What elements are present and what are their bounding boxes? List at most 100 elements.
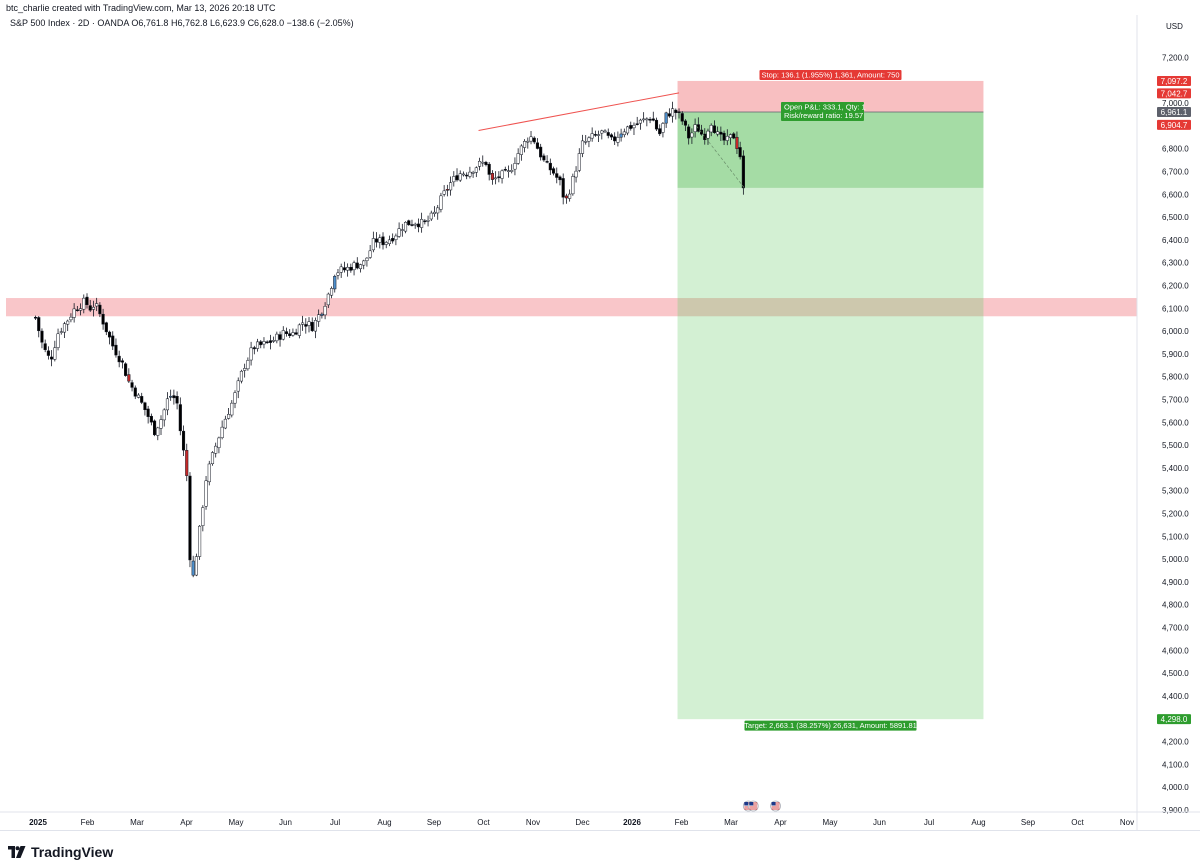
pnl-label-text: Open P&L: 333.1, Qty: 1 (784, 102, 866, 111)
candle-body (278, 334, 282, 340)
footer-bar: TradingView (0, 830, 1200, 868)
candle-body (181, 430, 186, 451)
candle-body (719, 131, 723, 135)
candle-body (207, 463, 211, 483)
candle-body (114, 344, 118, 356)
candle-body (75, 309, 79, 312)
candle-body (223, 418, 227, 429)
candle-body (133, 387, 137, 397)
time-tick-label: Oct (477, 818, 490, 827)
candle-body (365, 257, 369, 261)
candle-body (162, 409, 166, 421)
candle-body (301, 322, 305, 325)
candle-body (107, 331, 112, 338)
candle-body (98, 304, 102, 315)
candle-body (484, 161, 488, 165)
candle-body (667, 113, 671, 117)
time-tick-label: Nov (1120, 818, 1134, 827)
candle-body (706, 130, 710, 139)
candle-body (632, 124, 636, 129)
candle-body (690, 132, 694, 138)
candle-body (584, 141, 588, 143)
price-tick-label: 7,200.0 (1162, 54, 1189, 63)
candle-body (616, 137, 620, 143)
candle-body (275, 333, 279, 342)
candle-body (72, 308, 76, 318)
candle-body (735, 136, 739, 149)
candle-body (506, 170, 511, 172)
candle-body (217, 437, 221, 448)
candle-body (474, 167, 478, 173)
candle-body (82, 297, 86, 310)
candle-body (638, 119, 642, 124)
candle-body (175, 396, 179, 404)
candle-body (664, 112, 668, 124)
candle-body (130, 382, 134, 388)
candle-body (597, 134, 601, 136)
candle-body (741, 155, 745, 189)
flag-canton (744, 802, 749, 806)
candle-body (323, 306, 327, 316)
price-tick-label: 5,000.0 (1162, 555, 1189, 564)
candle-body (371, 238, 375, 251)
time-axis[interactable]: 2025 Feb Mar Apr May Jun Jul Aug Sep Oct Nov Dec 202… (0, 811, 1200, 827)
time-tick-label: Jun (873, 818, 886, 827)
candle-body (362, 260, 366, 266)
candle-body (336, 272, 340, 276)
price-axis-label-box (1157, 106, 1191, 117)
candle-body (381, 236, 385, 246)
candle-body (529, 136, 533, 142)
candle-body (725, 135, 729, 141)
candle-body (609, 134, 614, 138)
time-tick-label: Feb (675, 818, 689, 827)
candle-body (117, 355, 121, 363)
candle-body (53, 347, 57, 360)
candle-body (539, 146, 543, 158)
price-chart[interactable]: Stop: 136.1 (1.955%) 1,361, Amount: 750 O… (0, 0, 1200, 830)
candle-body (227, 414, 231, 419)
candle-body (532, 137, 536, 143)
candle-body (413, 223, 417, 226)
time-tick-label: Nov (526, 818, 540, 827)
price-tick-label: 5,800.0 (1162, 373, 1189, 382)
candle-body (590, 133, 594, 139)
us-flag-icon[interactable] (747, 800, 759, 812)
candle-body (378, 237, 382, 243)
candle-body (561, 178, 565, 198)
candle-body (416, 223, 420, 228)
candle-body (677, 111, 681, 113)
price-tick-label: 5,100.0 (1162, 532, 1189, 541)
price-axis[interactable]: 7,200.07,100.07,000.06,900.06,800.06,700… (1136, 15, 1189, 830)
time-tick-label: 2025 (29, 818, 47, 827)
candle-body (555, 173, 559, 178)
candle-body (497, 176, 501, 178)
us-flag-icon[interactable] (770, 800, 781, 812)
candle-body (101, 313, 105, 325)
candle-body (136, 394, 141, 398)
candle-body (268, 340, 272, 343)
time-tick-label: Sep (427, 818, 442, 827)
candle-body (397, 228, 401, 237)
candle-body (320, 313, 324, 316)
candle-body (487, 163, 491, 175)
candle-body (169, 395, 173, 398)
stop-label-box (759, 69, 902, 80)
candle-body (387, 239, 391, 244)
created-by-caption: btc_charlie created with TradingView.com… (6, 3, 276, 13)
candle-body (526, 140, 530, 143)
candle-body (262, 341, 266, 345)
candle-body (62, 323, 67, 333)
candle-body (326, 293, 330, 306)
price-tick-label: 4,400.0 (1162, 692, 1189, 701)
candle-body (246, 360, 250, 370)
candle-body (281, 330, 285, 340)
candle-body (468, 171, 472, 177)
brand-logo[interactable]: TradingView (8, 844, 113, 860)
candle-body (471, 172, 475, 174)
candle-body (178, 404, 182, 432)
candle-body (56, 333, 60, 348)
price-axis-label: 6,904.7 (1161, 121, 1188, 130)
candle-body (722, 132, 726, 141)
candle-body (429, 212, 433, 220)
candle-body (535, 142, 540, 149)
